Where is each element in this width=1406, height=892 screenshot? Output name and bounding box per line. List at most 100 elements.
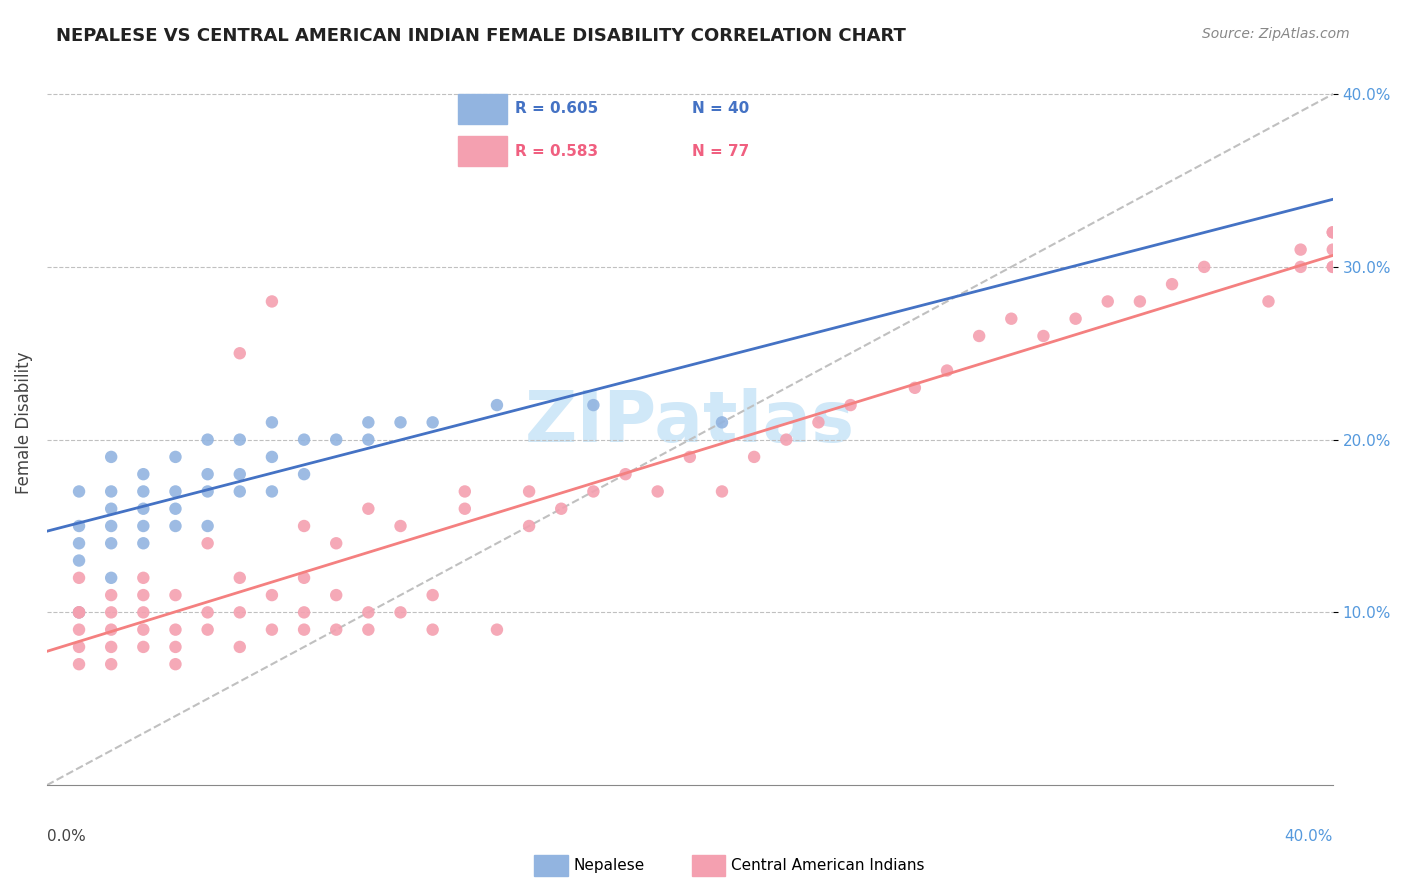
Point	[582, 398, 605, 412]
Point	[260, 294, 283, 309]
Point	[679, 450, 702, 464]
Point	[710, 484, 733, 499]
Point	[839, 398, 862, 412]
Point	[1322, 243, 1344, 257]
Point	[165, 501, 187, 516]
Point	[422, 623, 444, 637]
Point	[485, 623, 508, 637]
Point	[197, 433, 219, 447]
Point	[67, 606, 90, 620]
Point	[1097, 294, 1119, 309]
Point	[1322, 260, 1344, 274]
Point	[132, 467, 155, 482]
Text: ZIPatlas: ZIPatlas	[524, 388, 855, 457]
Point	[260, 450, 283, 464]
Point	[100, 501, 122, 516]
Point	[67, 519, 90, 533]
Point	[132, 571, 155, 585]
Point	[165, 657, 187, 672]
Point	[517, 484, 540, 499]
Point	[614, 467, 637, 482]
Point	[132, 536, 155, 550]
Point	[967, 329, 990, 343]
Point	[229, 606, 252, 620]
Point	[357, 501, 380, 516]
Point	[197, 623, 219, 637]
Point	[325, 536, 347, 550]
Text: NEPALESE VS CENTRAL AMERICAN INDIAN FEMALE DISABILITY CORRELATION CHART: NEPALESE VS CENTRAL AMERICAN INDIAN FEMA…	[56, 27, 905, 45]
Point	[67, 571, 90, 585]
Point	[132, 606, 155, 620]
Point	[100, 640, 122, 654]
Point	[807, 415, 830, 429]
Point	[292, 606, 315, 620]
Point	[647, 484, 669, 499]
Point	[1322, 260, 1344, 274]
Point	[357, 623, 380, 637]
Text: Central American Indians: Central American Indians	[731, 858, 925, 872]
Point	[229, 571, 252, 585]
Point	[422, 588, 444, 602]
Point	[100, 484, 122, 499]
Point	[132, 640, 155, 654]
Point	[292, 467, 315, 482]
Point	[1257, 294, 1279, 309]
Point	[197, 606, 219, 620]
Point	[1289, 260, 1312, 274]
Point	[165, 450, 187, 464]
Point	[100, 536, 122, 550]
Point	[485, 398, 508, 412]
Point	[454, 484, 477, 499]
Point	[67, 553, 90, 567]
Point	[229, 433, 252, 447]
Point	[67, 536, 90, 550]
Point	[292, 623, 315, 637]
Point	[132, 501, 155, 516]
Point	[100, 623, 122, 637]
Point	[1289, 243, 1312, 257]
Point	[229, 484, 252, 499]
Point	[1129, 294, 1152, 309]
Point	[100, 519, 122, 533]
Point	[67, 640, 90, 654]
Point	[292, 571, 315, 585]
Point	[582, 484, 605, 499]
Point	[325, 588, 347, 602]
Point	[292, 433, 315, 447]
Point	[325, 433, 347, 447]
Point	[260, 588, 283, 602]
Point	[100, 588, 122, 602]
Point	[389, 415, 412, 429]
Point	[1192, 260, 1215, 274]
Point	[710, 415, 733, 429]
Point	[517, 519, 540, 533]
Point	[742, 450, 765, 464]
Point	[454, 501, 477, 516]
Point	[67, 484, 90, 499]
Point	[1322, 225, 1344, 239]
Point	[325, 623, 347, 637]
Point	[132, 623, 155, 637]
Point	[165, 519, 187, 533]
Point	[197, 484, 219, 499]
Point	[260, 623, 283, 637]
Bar	[692, 855, 725, 876]
Point	[100, 606, 122, 620]
Point	[1032, 329, 1054, 343]
Point	[550, 501, 572, 516]
Text: 0.0%: 0.0%	[46, 829, 86, 844]
Point	[229, 467, 252, 482]
Point	[197, 467, 219, 482]
Point	[197, 519, 219, 533]
Point	[132, 519, 155, 533]
Point	[165, 623, 187, 637]
Point	[229, 346, 252, 360]
Bar	[534, 855, 568, 876]
Point	[229, 640, 252, 654]
Point	[389, 519, 412, 533]
Point	[1064, 311, 1087, 326]
Point	[904, 381, 927, 395]
Point	[260, 484, 283, 499]
Point	[165, 484, 187, 499]
Point	[1161, 277, 1184, 292]
